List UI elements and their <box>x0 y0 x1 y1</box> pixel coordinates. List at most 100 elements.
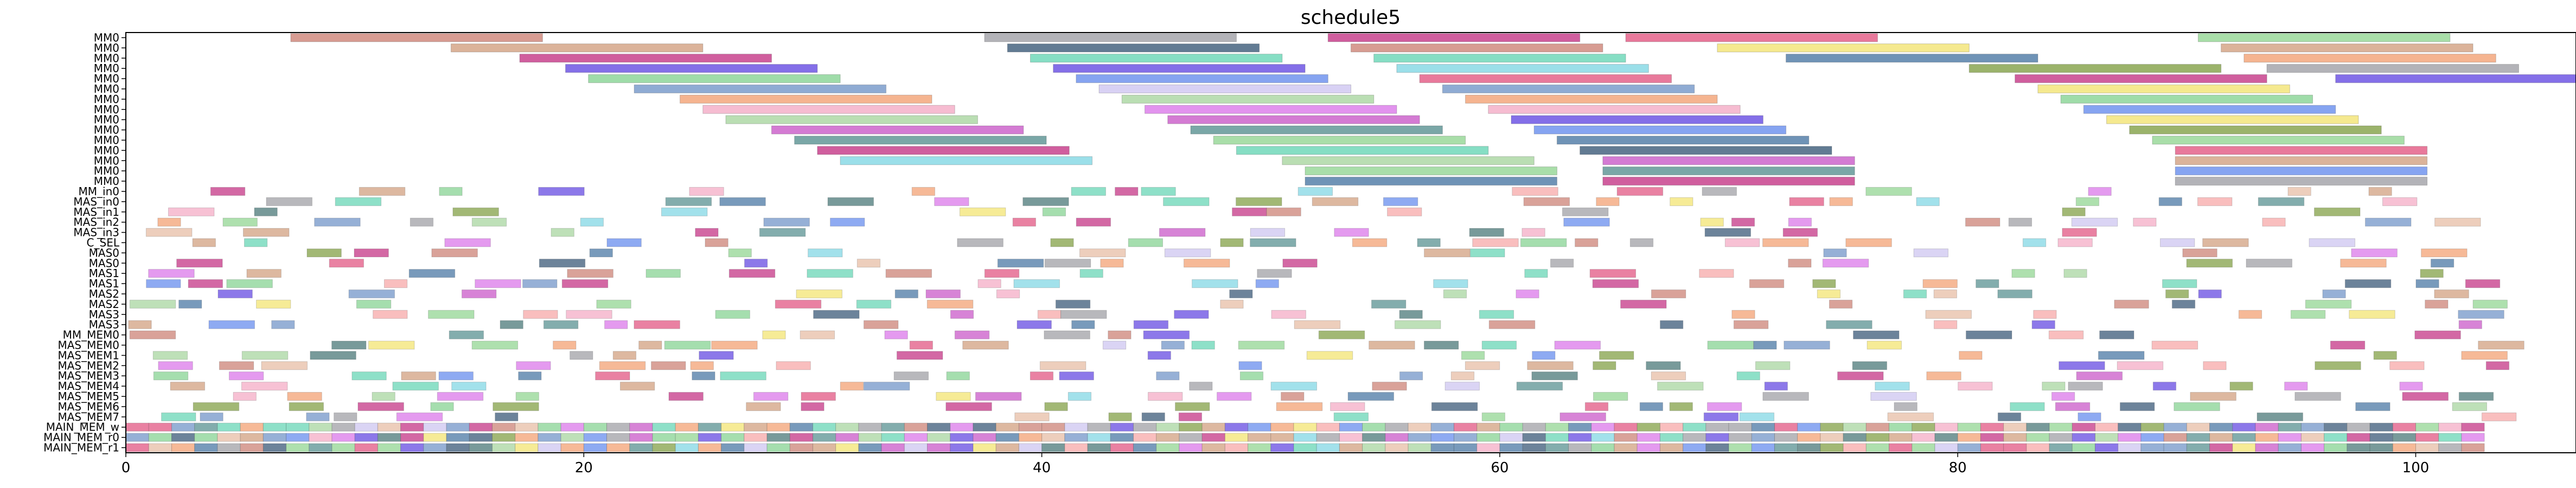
task-block <box>2003 433 2027 442</box>
task-block <box>1191 341 1215 350</box>
task-block <box>1192 279 1238 288</box>
task-block <box>1257 269 1292 278</box>
task-block <box>1201 422 1225 432</box>
task-block <box>2365 217 2412 227</box>
task-block <box>2209 443 2233 452</box>
task-block <box>2392 433 2416 442</box>
task-block <box>1554 341 1601 350</box>
task-block <box>744 422 768 432</box>
task-block <box>1829 299 1853 309</box>
task-block <box>1853 330 1900 339</box>
task-block <box>946 371 970 381</box>
task-block <box>310 351 356 360</box>
task-block <box>1843 443 1867 452</box>
task-block <box>2238 310 2262 319</box>
task-block <box>762 330 786 339</box>
row-labels: MM0MM0MM0MM0MM0MM0MM0MM0MM0MM0MM0MM0MM0M… <box>43 31 126 454</box>
task-block <box>1239 371 1264 381</box>
task-block <box>146 279 181 288</box>
task-block <box>1012 217 1036 227</box>
task-block <box>1957 422 1981 432</box>
task-block <box>1933 289 1957 299</box>
x-tick-label: 80 <box>1949 460 1967 476</box>
task-block <box>1731 217 1755 227</box>
task-block <box>1957 433 1981 442</box>
task-block <box>689 187 724 196</box>
task-block <box>796 289 842 299</box>
task-block <box>720 371 766 381</box>
task-block <box>148 269 195 278</box>
task-block <box>1593 391 1628 401</box>
task-block <box>129 330 176 339</box>
task-block <box>606 422 630 432</box>
task-bar <box>680 94 932 104</box>
task-bar <box>565 64 818 73</box>
task-block <box>373 310 408 319</box>
task-block <box>1728 443 1752 452</box>
task-block <box>1102 341 1127 350</box>
task-block <box>2415 279 2439 288</box>
y-tick-label: MM0 <box>94 82 119 95</box>
task-block <box>1178 412 1203 421</box>
task-block <box>2078 412 2101 421</box>
task-block <box>2022 238 2047 247</box>
task-block <box>1453 433 1478 442</box>
task-block <box>2049 433 2073 442</box>
task-block <box>1156 443 1180 452</box>
task-bar <box>2197 33 2451 42</box>
task-block <box>1431 402 1478 412</box>
task-block <box>1255 279 1279 288</box>
task-block <box>1224 443 1249 452</box>
task-block <box>984 269 1020 278</box>
task-block <box>233 391 257 401</box>
y-tick-label: MAIN_MEM_r0 <box>43 431 119 444</box>
task-block <box>471 341 519 350</box>
task-block <box>217 422 241 432</box>
task-block <box>2026 433 2050 442</box>
task-block <box>400 433 424 442</box>
task-block <box>801 402 824 412</box>
task-block <box>306 412 330 421</box>
task-block <box>348 289 395 299</box>
task-block <box>1784 341 1830 350</box>
y-tick-label: MAIN_MEM_r1 <box>43 441 119 454</box>
task-block <box>1966 330 2012 339</box>
task-block <box>2049 443 2073 452</box>
task-block <box>2186 433 2210 442</box>
task-block <box>1997 412 2022 421</box>
task-block <box>1316 433 1340 442</box>
task-block <box>522 279 558 288</box>
task-block <box>1108 412 1132 421</box>
task-block <box>1843 433 1867 442</box>
task-block <box>1387 207 1422 216</box>
task-block <box>1064 443 1088 452</box>
task-block <box>263 433 287 442</box>
task-block <box>728 269 776 278</box>
task-block <box>194 433 218 442</box>
task-block <box>1087 422 1111 432</box>
y-tick-label: MAS_in0 <box>73 195 119 208</box>
task-bar <box>1213 136 1466 145</box>
task-block <box>1925 310 1972 319</box>
task-bar <box>2175 166 2428 176</box>
task-bar <box>1533 125 1787 134</box>
task-block <box>359 187 406 196</box>
task-block <box>1762 238 1809 247</box>
task-block <box>1997 289 2032 299</box>
task-block <box>1444 382 1480 391</box>
task-bar <box>1488 105 1741 114</box>
task-block <box>583 433 608 442</box>
task-block <box>896 351 943 360</box>
task-block <box>1270 422 1294 432</box>
task-block <box>241 351 289 360</box>
task-block <box>1184 259 1230 268</box>
task-block <box>1041 443 1065 452</box>
task-block <box>125 443 149 452</box>
task-block <box>1568 422 1592 432</box>
task-bar <box>1190 125 1443 134</box>
task-block <box>995 433 1019 442</box>
task-bar <box>1327 33 1581 42</box>
y-tick-label: MM0 <box>94 124 119 137</box>
task-block <box>2190 391 2236 401</box>
task-block <box>1591 433 1615 442</box>
